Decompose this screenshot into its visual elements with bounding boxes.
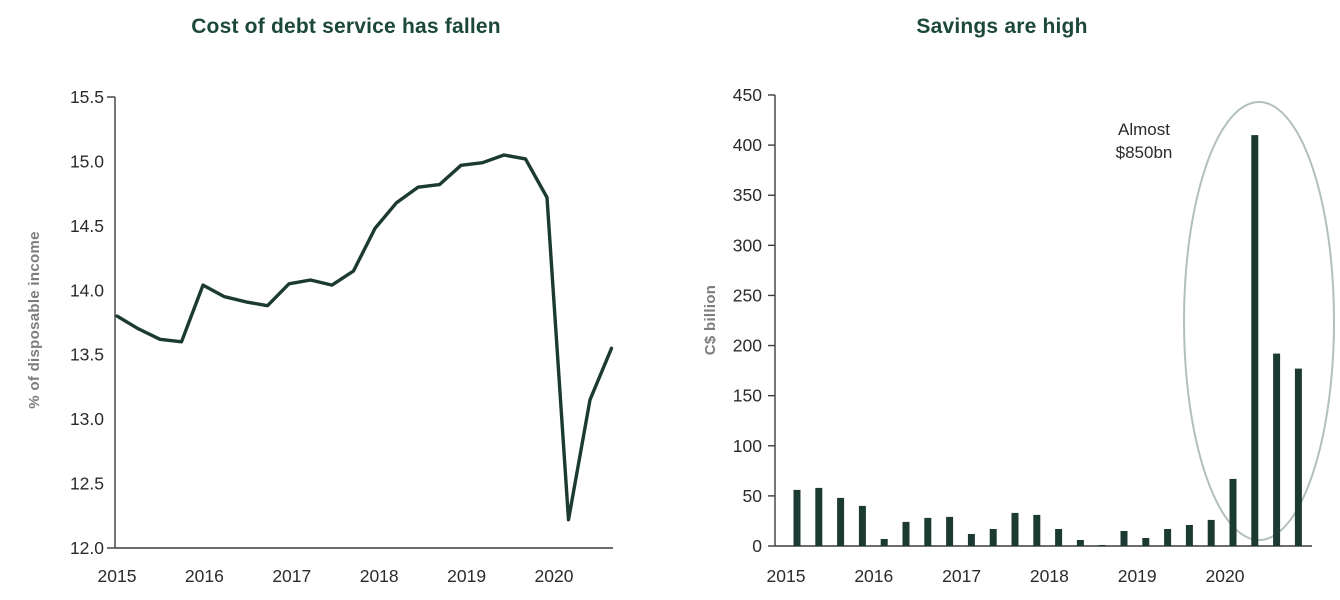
x-tick-label: 2018: [360, 566, 399, 586]
savings-bar: [967, 534, 975, 546]
savings-bar: [793, 489, 801, 546]
savings-bar: [1164, 529, 1172, 546]
debt-service-chart-panel: 12.0 12.5 13.0 13.5 14.0 14.5 15.0 15.5 2015 2016…: [26, 15, 614, 586]
savings-bar: [902, 521, 910, 546]
savings-bar: [1229, 478, 1237, 546]
y-tick-label: 12.5: [70, 474, 104, 494]
savings-bar: [989, 529, 997, 546]
savings-bar: [1273, 353, 1281, 546]
savings-bar: [1251, 135, 1259, 546]
debt-service-y-axis-title: % of disposable income: [26, 231, 43, 409]
savings-bar-chart: 0 50 100 150 200 250 300 350 400 450 2015 2016 2017 2…: [733, 85, 1335, 586]
debt-service-chart-title: Cost of debt service has fallen: [191, 15, 501, 38]
x-tick-label: 2015: [98, 566, 137, 586]
y-tick-label: 15.5: [70, 87, 104, 107]
x-tick-label: 2017: [942, 566, 981, 586]
y-tick-label: 12.0: [70, 538, 104, 558]
savings-bar: [1294, 368, 1302, 546]
savings-bar: [1185, 525, 1193, 546]
y-tick-label: 14.0: [70, 280, 104, 300]
y-tick-label: 350: [733, 185, 762, 205]
x-tick-label: 2020: [1206, 566, 1245, 586]
savings-bar: [858, 505, 866, 546]
savings-bar: [815, 487, 823, 546]
y-tick-label: 15.0: [70, 151, 104, 171]
savings-chart-panel: 0 50 100 150 200 250 300 350 400 450 2015 2016 2017 2…: [670, 0, 1340, 600]
savings-y-axis-title: C$ billion: [702, 284, 719, 356]
savings-bar: [946, 516, 954, 546]
x-tick-label: 2019: [1118, 566, 1157, 586]
savings-bar: [1076, 540, 1084, 546]
y-tick-label: 250: [733, 285, 762, 305]
savings-bar: [924, 517, 932, 546]
y-tick-label: 0: [752, 536, 762, 556]
savings-chart-title: Savings are high: [916, 15, 1088, 38]
highlight-ellipse: [1183, 101, 1335, 541]
y-tick-label: 50: [743, 486, 763, 506]
savings-annotation-line-1: Almost: [1118, 120, 1170, 139]
savings-annotation-line-2: $850bn: [1115, 143, 1173, 162]
y-tick-label: 13.5: [70, 345, 104, 365]
x-tick-label: 2015: [767, 566, 806, 586]
x-tick-label: 2018: [1030, 566, 1069, 586]
y-tick-label: 100: [733, 436, 762, 456]
debt-service-line-chart: 12.0 12.5 13.0 13.5 14.0 14.5 15.0 15.5 2015 2016…: [70, 87, 614, 586]
savings-bar: [1207, 519, 1215, 546]
savings-bar: [880, 539, 888, 546]
x-tick-label: 2016: [854, 566, 893, 586]
y-tick-label: 13.0: [70, 409, 104, 429]
y-tick-label: 450: [733, 85, 762, 105]
savings-bar: [1011, 512, 1019, 546]
y-tick-label: 200: [733, 336, 762, 356]
savings-annotation: Almost $850bn: [1079, 118, 1209, 164]
y-tick-label: 14.5: [70, 216, 104, 236]
x-tick-label: 2016: [185, 566, 224, 586]
x-tick-label: 2019: [447, 566, 486, 586]
y-tick-label: 300: [733, 235, 762, 255]
savings-bar: [1098, 545, 1106, 546]
y-tick-label: 150: [733, 386, 762, 406]
y-tick-label: 400: [733, 135, 762, 155]
savings-bar: [1033, 514, 1041, 546]
savings-bar: [1142, 538, 1150, 546]
x-tick-label: 2020: [535, 566, 574, 586]
savings-bar: [1120, 531, 1128, 546]
savings-bar: [1055, 529, 1063, 546]
x-tick-label: 2017: [272, 566, 311, 586]
savings-bar: [837, 497, 845, 546]
debt-service-line: [115, 153, 614, 522]
